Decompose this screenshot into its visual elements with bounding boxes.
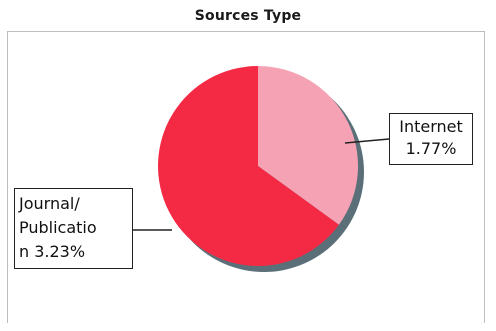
data-label-internet-value: 1.77%: [405, 139, 457, 158]
data-label-journal-line1: Journal/: [19, 194, 80, 213]
pie-slice-journal: [158, 65, 339, 267]
chart-title: Sources Type: [194, 8, 302, 24]
data-label-internet: Internet 1.77%: [389, 113, 473, 165]
data-label-journal: Journal/ Publicatio n 3.23%: [14, 188, 133, 269]
leader-line-internet: [344, 138, 390, 144]
data-label-internet-name: Internet: [399, 117, 463, 136]
data-label-journal-line2: Publicatio: [19, 218, 97, 237]
data-label-journal-line3: n 3.23%: [19, 242, 86, 261]
pie-slice-internet: [258, 66, 358, 225]
